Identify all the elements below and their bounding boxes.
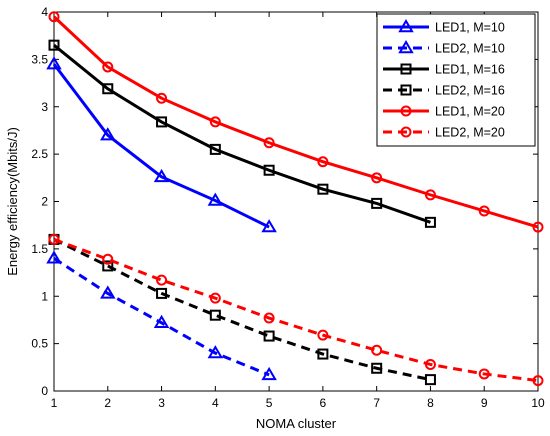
series-layer (46, 11, 544, 387)
data-point (48, 233, 60, 245)
data-point (532, 375, 544, 387)
legend-label: LED2, M=16 (435, 84, 505, 98)
legend-marker (400, 105, 412, 117)
data-point (209, 292, 221, 304)
data-point (317, 329, 329, 341)
data-point (263, 137, 275, 149)
data-point (478, 205, 490, 217)
data-point (478, 368, 490, 380)
data-point (48, 39, 60, 51)
data-point (371, 172, 383, 184)
x-tick-label: 10 (531, 396, 545, 410)
legend: LED1, M=10 LED2, M=10 LED1, M=16 LED2, M=16… (376, 13, 536, 147)
data-point (263, 330, 275, 342)
data-point (263, 164, 275, 176)
series-1 (46, 56, 277, 233)
legend-entry: LED2, M=16 (383, 84, 505, 98)
data-point (156, 287, 168, 299)
series-line (52, 15, 539, 229)
data-point (263, 312, 275, 324)
data-point (207, 345, 224, 359)
data-point (156, 274, 168, 286)
legend-marker (398, 40, 414, 54)
x-tick-label: 9 (481, 396, 488, 410)
data-point (100, 285, 116, 299)
data-point (156, 92, 168, 104)
data-point (102, 260, 114, 272)
x-tick-label: 7 (373, 396, 380, 410)
series-line (53, 237, 539, 383)
legend-entry: LED1, M=10 (383, 19, 505, 35)
data-point (209, 116, 221, 128)
x-tick-label: 8 (427, 396, 434, 410)
data-point (153, 168, 170, 183)
legend-entry: LED2, M=20 (383, 126, 505, 140)
data-point (424, 189, 436, 201)
x-tick-label: 6 (320, 396, 327, 410)
y-tick-label: 0 (41, 384, 48, 398)
x-tick-label: 2 (104, 396, 111, 410)
data-point (532, 221, 544, 233)
data-point (102, 61, 114, 73)
series-line (52, 63, 270, 229)
data-point (424, 374, 436, 386)
series-5 (48, 11, 544, 233)
legend-marker (398, 19, 414, 33)
x-tick-label: 1 (51, 396, 58, 410)
series-2 (46, 250, 277, 381)
legend-label: LED1, M=10 (435, 21, 505, 35)
legend-marker (400, 126, 412, 138)
y-axis-label: Energy efficiency(Mbits/J) (5, 127, 20, 276)
data-point (261, 366, 277, 381)
data-point (424, 216, 436, 228)
data-point (261, 219, 277, 233)
data-point (102, 253, 114, 265)
y-tick-label: 2 (41, 195, 48, 209)
y-tick-label: 0.5 (31, 337, 48, 351)
legend-label: LED2, M=10 (435, 42, 505, 56)
x-tick-label: 4 (212, 396, 219, 410)
data-point (317, 156, 329, 168)
data-point (46, 250, 62, 264)
legend-label: LED1, M=20 (435, 105, 505, 119)
data-point (100, 127, 116, 141)
legend-label: LED2, M=20 (435, 126, 505, 140)
data-point (207, 192, 224, 206)
series-6 (48, 233, 544, 387)
legend-entry: LED1, M=16 (383, 63, 505, 77)
x-axis-label: NOMA cluster (256, 416, 337, 431)
data-point (46, 56, 62, 70)
data-point (371, 344, 383, 356)
data-point (102, 83, 114, 95)
legend-entry: LED2, M=10 (383, 40, 505, 56)
data-point (153, 314, 170, 328)
data-point (48, 11, 60, 23)
series-line (53, 43, 431, 224)
x-tick-label: 3 (158, 396, 165, 410)
x-tick-label: 5 (266, 396, 273, 410)
legend-box (376, 13, 536, 147)
y-tick-label: 1.5 (31, 242, 48, 256)
y-tick-label: 4 (41, 5, 48, 19)
series-line (53, 257, 270, 377)
data-point (156, 116, 168, 128)
y-tick-label: 1 (41, 289, 48, 303)
data-point (209, 143, 221, 155)
legend-label: LED1, M=16 (435, 63, 505, 77)
series-3 (48, 39, 436, 228)
legend-entry: LED1, M=20 (383, 105, 505, 119)
data-point (371, 197, 383, 209)
data-point (209, 309, 221, 321)
legend-marker (400, 63, 412, 75)
y-tick-label: 2.5 (31, 147, 48, 161)
data-point (317, 183, 329, 195)
data-point (424, 358, 436, 370)
tick-labels: 1 2 3 4 5 6 7 8 9 10 0 0.5 1 1.5 2 2.5 3 3.5 4 (31, 5, 545, 410)
data-point (317, 348, 329, 360)
y-tick-label: 3 (41, 100, 48, 114)
data-point (371, 362, 383, 374)
legend-marker (400, 84, 412, 96)
y-tick-label: 3.5 (31, 52, 48, 66)
